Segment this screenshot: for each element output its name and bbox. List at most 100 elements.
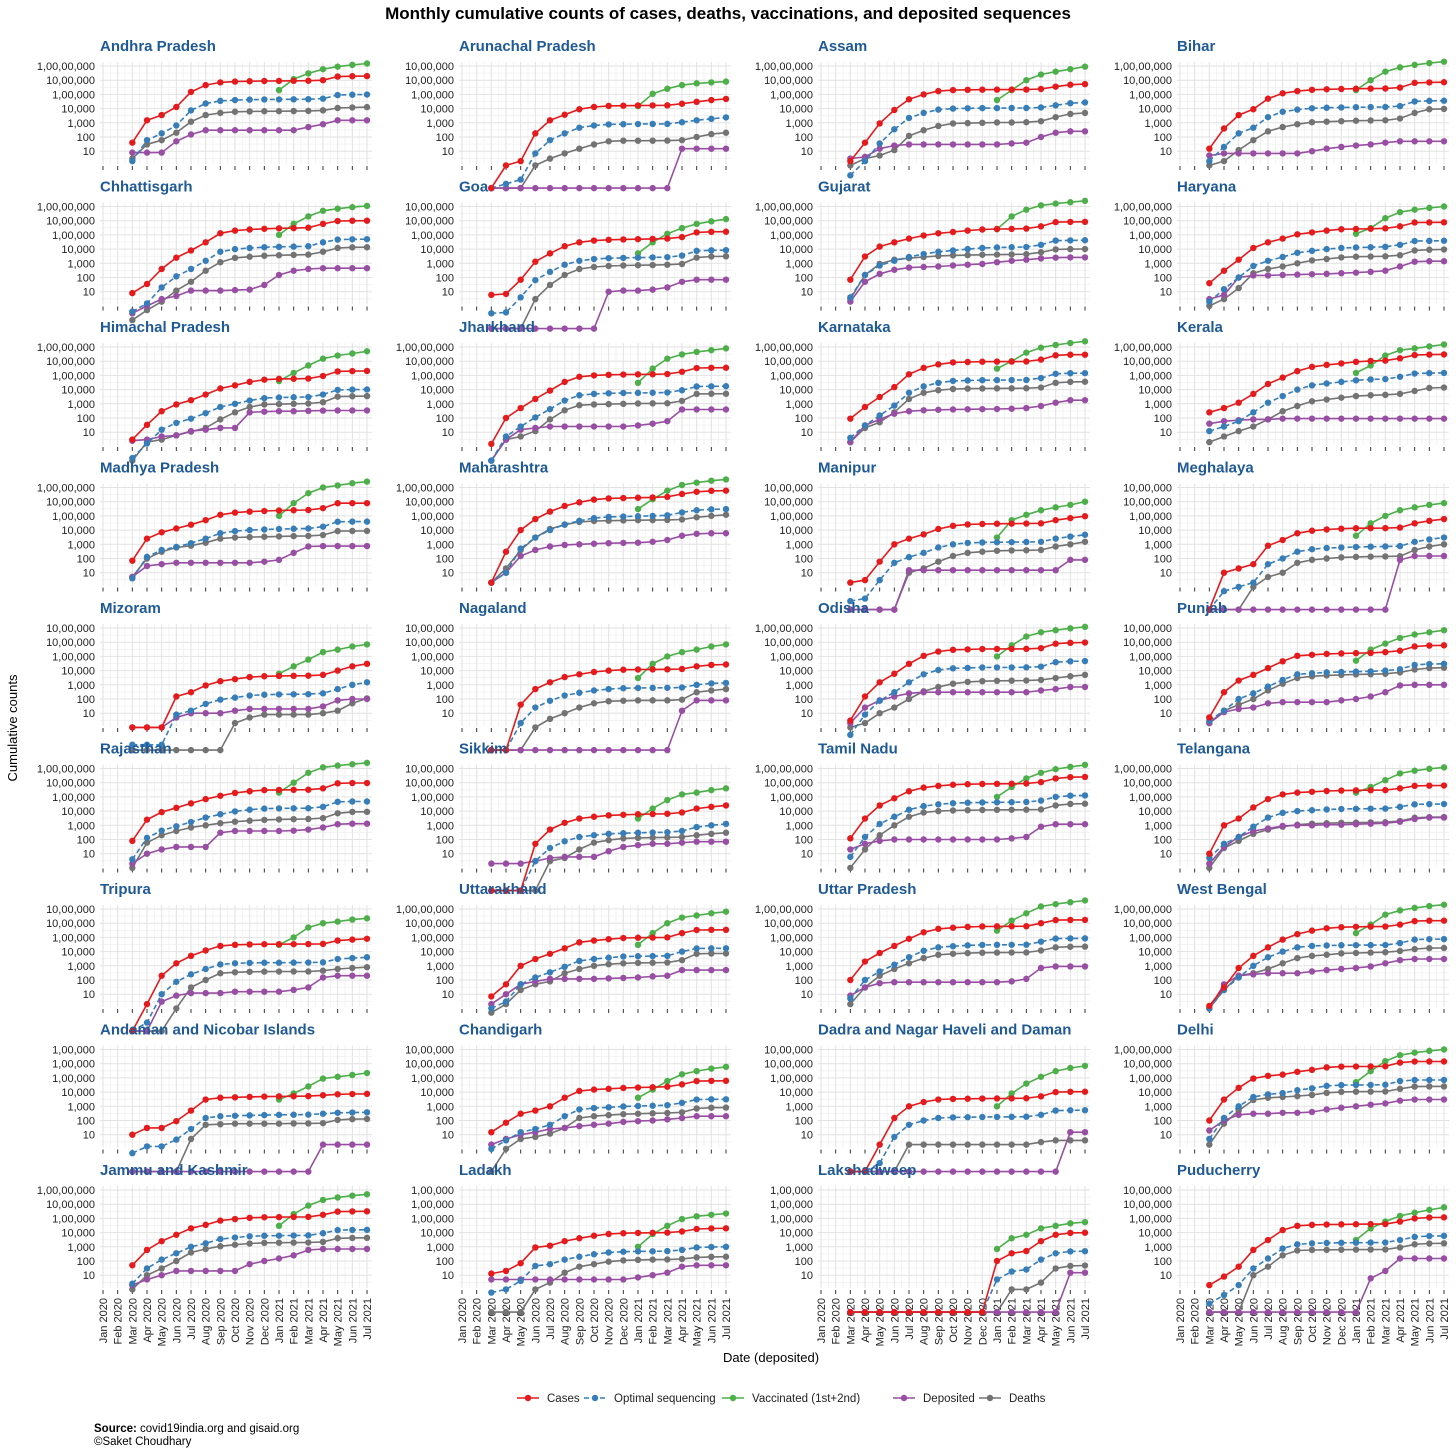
data-point-seq xyxy=(158,1143,165,1150)
data-point-seq xyxy=(1396,102,1404,110)
data-point-cases xyxy=(891,383,898,391)
data-point-cases xyxy=(693,926,700,934)
data-point-dep xyxy=(693,1113,700,1120)
data-point-seq xyxy=(905,954,913,961)
data-point-dep xyxy=(158,149,165,156)
data-point-cases xyxy=(847,579,854,586)
data-point-seq xyxy=(1081,99,1089,106)
data-point-dep xyxy=(502,860,510,867)
data-point-deaths xyxy=(1396,252,1404,259)
data-point-deaths xyxy=(649,834,656,841)
data-point-deaths xyxy=(1067,110,1074,118)
data-point-seq xyxy=(275,691,283,698)
data-point-seq xyxy=(246,692,253,699)
data-point-cases xyxy=(920,91,927,98)
data-point-vacc xyxy=(305,656,312,663)
data-point-seq xyxy=(1411,661,1418,669)
data-point-seq xyxy=(847,597,854,605)
data-point-cases xyxy=(935,782,942,790)
data-point-seq xyxy=(129,575,136,582)
data-point-vacc xyxy=(319,920,327,927)
data-point-vacc xyxy=(693,220,700,228)
data-point-deaths xyxy=(1023,806,1030,813)
data-point-deaths xyxy=(517,433,524,440)
data-point-cases xyxy=(1220,984,1228,991)
data-point-seq xyxy=(605,830,612,838)
y-tick-label: 1,000 xyxy=(1144,258,1172,270)
data-point-deaths xyxy=(1323,555,1330,562)
data-point-dep xyxy=(261,558,268,565)
data-point-cases xyxy=(1367,225,1374,232)
data-point-deaths xyxy=(202,267,209,274)
data-point-seq xyxy=(202,100,209,107)
data-point-deaths xyxy=(217,109,224,117)
data-point-seq xyxy=(334,386,341,394)
data-point-deaths xyxy=(173,1005,180,1012)
data-point-cases xyxy=(949,228,957,236)
data-point-deaths xyxy=(246,108,253,115)
data-point-dep xyxy=(935,263,942,270)
data-point-deaths xyxy=(861,719,869,727)
data-point-dep xyxy=(620,974,627,982)
y-tick-label: 10,000 xyxy=(61,947,95,959)
data-point-cases xyxy=(1367,85,1374,92)
data-point-vacc xyxy=(1067,501,1074,509)
data-point-seq xyxy=(590,687,598,694)
data-point-cases xyxy=(1308,363,1316,371)
data-point-deaths xyxy=(1067,673,1074,680)
data-point-cases xyxy=(722,228,730,235)
data-point-deaths xyxy=(605,400,612,408)
y-tick-label: 1,00,000 xyxy=(1129,230,1172,242)
data-point-cases xyxy=(1037,1093,1045,1100)
data-point-cases xyxy=(1352,225,1360,233)
data-point-dep xyxy=(1023,139,1030,146)
data-point-cases xyxy=(1323,86,1330,93)
data-point-deaths xyxy=(290,532,297,540)
data-point-cases xyxy=(1352,85,1360,92)
data-point-dep xyxy=(290,408,297,415)
y-tick-label: 10,00,000 xyxy=(764,1059,813,1071)
data-point-vacc xyxy=(290,779,297,786)
data-point-dep xyxy=(261,988,268,995)
data-point-vacc xyxy=(319,1075,327,1082)
data-point-seq xyxy=(532,704,539,711)
y-tick-label: 10,00,000 xyxy=(405,623,454,635)
data-point-seq xyxy=(517,176,524,183)
data-point-cases xyxy=(1052,516,1059,524)
data-point-deaths xyxy=(532,162,539,169)
data-point-cases xyxy=(546,117,554,124)
data-point-dep xyxy=(546,184,554,192)
data-point-dep xyxy=(246,1168,253,1175)
data-point-cases xyxy=(173,1117,180,1125)
data-point-deaths xyxy=(590,839,598,846)
data-point-seq xyxy=(935,801,942,808)
y-tick-label: 1,00,000 xyxy=(770,230,813,242)
data-point-dep xyxy=(488,325,495,332)
data-point-cases xyxy=(1440,642,1448,649)
data-point-deaths xyxy=(502,1145,510,1153)
data-point-deaths xyxy=(1023,385,1030,392)
data-point-seq xyxy=(722,246,730,254)
data-point-dep xyxy=(187,559,195,566)
y-tick-label: 1,00,000 xyxy=(770,511,813,523)
data-point-cases xyxy=(1411,917,1418,925)
y-tick-label: 10,000 xyxy=(61,1087,95,1099)
data-point-deaths xyxy=(275,711,283,718)
data-point-deaths xyxy=(722,829,730,836)
data-point-vacc xyxy=(349,916,356,923)
panel-title: Jharkhand xyxy=(459,319,535,336)
y-tick-label: 1,00,000 xyxy=(1129,651,1172,663)
y-tick-label: 100 xyxy=(1154,835,1172,847)
data-point-deaths xyxy=(605,960,612,968)
data-point-dep xyxy=(920,141,927,148)
data-point-seq xyxy=(158,546,165,554)
data-point-cases xyxy=(1338,85,1345,93)
data-point-cases xyxy=(634,102,642,109)
y-tick-label: 100 xyxy=(436,554,454,566)
data-point-seq xyxy=(1264,560,1272,568)
data-point-seq xyxy=(1323,380,1330,387)
data-point-seq xyxy=(1396,542,1404,550)
data-point-dep xyxy=(722,145,730,152)
data-point-seq xyxy=(920,802,927,810)
data-point-seq xyxy=(949,377,957,385)
